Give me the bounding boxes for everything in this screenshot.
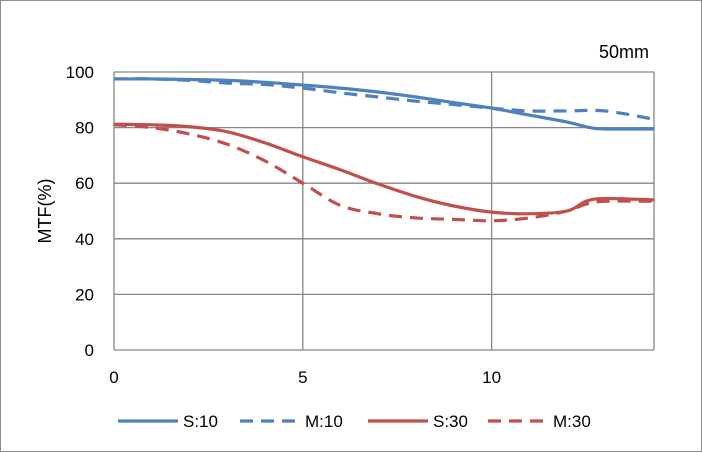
legend-label: S:10 xyxy=(183,412,218,431)
x-tick-labels: 0 5 10 xyxy=(109,368,501,387)
series-line-s-30 xyxy=(113,122,655,216)
x-tick-label: 5 xyxy=(298,368,307,387)
y-tick-label: 40 xyxy=(75,230,94,249)
focal-length-annotation: 50mm xyxy=(599,42,649,62)
y-axis-label: MTF(%) xyxy=(35,179,55,244)
legend-label: M:10 xyxy=(305,412,343,431)
y-tick-labels: 0 20 40 60 80 100 xyxy=(66,63,94,360)
y-tick-label: 80 xyxy=(75,119,94,138)
y-tick-label: 0 xyxy=(85,341,94,360)
y-tick-label: 60 xyxy=(75,174,94,193)
legend-label: S:30 xyxy=(433,412,468,431)
series-lines xyxy=(113,77,655,223)
y-tick-label: 20 xyxy=(75,285,94,304)
x-tick-label: 0 xyxy=(109,368,118,387)
series-line-m-10 xyxy=(113,77,655,121)
legend: S:10 M:10 S:30 M:30 xyxy=(118,412,591,431)
legend-label: M:30 xyxy=(553,412,591,431)
series-line-m-30 xyxy=(113,123,655,223)
series-line-s-10 xyxy=(113,77,655,131)
grid xyxy=(113,71,655,351)
y-tick-label: 100 xyxy=(66,63,94,82)
x-tick-label: 10 xyxy=(482,368,501,387)
